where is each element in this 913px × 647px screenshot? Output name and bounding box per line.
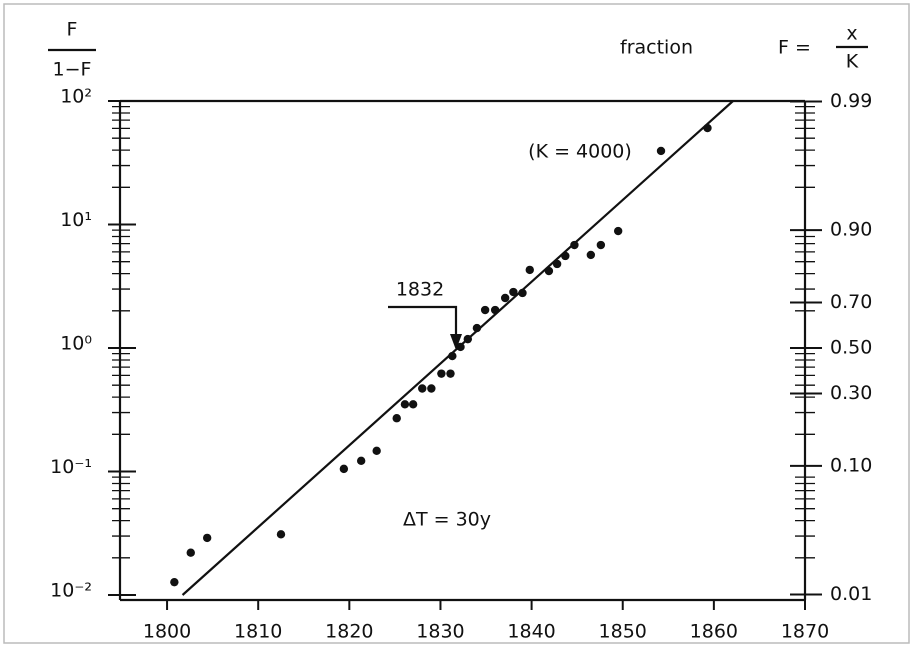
- x-tick-label: 1820: [325, 621, 373, 643]
- point: [339, 464, 349, 474]
- point: [427, 384, 436, 393]
- point: [170, 577, 179, 587]
- y2-label-denominator: K: [846, 51, 859, 73]
- point: [500, 293, 510, 303]
- point: [525, 265, 534, 275]
- arrow: [388, 305, 458, 338]
- point: [490, 305, 500, 315]
- annotation: (K = 4000): [528, 141, 632, 163]
- point: [472, 323, 482, 333]
- point: [570, 240, 579, 250]
- point: [656, 146, 666, 156]
- y2-tick-label: 0.10: [830, 454, 872, 476]
- point: [202, 533, 212, 543]
- frame: [3, 3, 910, 644]
- y-tick-label: 10⁻¹: [50, 456, 92, 478]
- annotation: ΔT = 30y: [403, 509, 491, 531]
- y2-tick-label: 0.30: [830, 382, 872, 404]
- point: [448, 351, 457, 361]
- x-tick-label: 1830: [416, 621, 464, 643]
- point: [703, 123, 712, 133]
- x-tick-label: 1850: [599, 621, 647, 643]
- point: [437, 369, 446, 378]
- point: [561, 251, 570, 261]
- x-tick-label: 1870: [781, 621, 829, 643]
- y-tick-label: 10¹: [60, 209, 92, 231]
- point: [456, 342, 465, 352]
- y2-tick-label: 0.70: [830, 291, 872, 313]
- arrow-head: [450, 334, 462, 350]
- y-label-denominator: 1−F: [53, 59, 92, 81]
- point: [400, 400, 410, 409]
- point: [186, 548, 195, 557]
- y2-label-text: fraction: [620, 37, 693, 59]
- point: [518, 288, 527, 298]
- point: [463, 334, 473, 344]
- y2-tick-label: 0.01: [830, 583, 872, 605]
- point: [596, 240, 606, 250]
- point: [544, 266, 554, 276]
- point: [613, 226, 623, 236]
- point: [276, 530, 286, 539]
- x-tick-label: 1810: [234, 621, 282, 643]
- x-tick-label: 1800: [143, 621, 191, 643]
- y2-label-formula: F =: [778, 37, 811, 59]
- point: [509, 287, 518, 297]
- point: [446, 369, 455, 378]
- y-tick-label: 10⁻²: [50, 580, 92, 602]
- point: [392, 414, 401, 423]
- point: [408, 400, 418, 409]
- y2-tick-label: 0.99: [830, 90, 872, 112]
- point: [480, 305, 490, 315]
- point: [372, 446, 381, 456]
- y2-label-numerator: x: [846, 23, 857, 45]
- point: [418, 384, 427, 393]
- y-tick-label: 10⁰: [60, 333, 92, 355]
- annotation: 1832: [396, 279, 444, 301]
- y-tick-label: 10²: [60, 86, 92, 108]
- y2-tick-label: 0.90: [830, 219, 872, 241]
- y2-tick-label: 0.50: [830, 337, 872, 359]
- x-tick-label: 1860: [690, 621, 738, 643]
- x-tick-label: 1840: [507, 621, 555, 643]
- point: [586, 250, 596, 260]
- point: [356, 456, 366, 466]
- point: [552, 259, 562, 269]
- y-label-numerator: F: [67, 19, 78, 41]
